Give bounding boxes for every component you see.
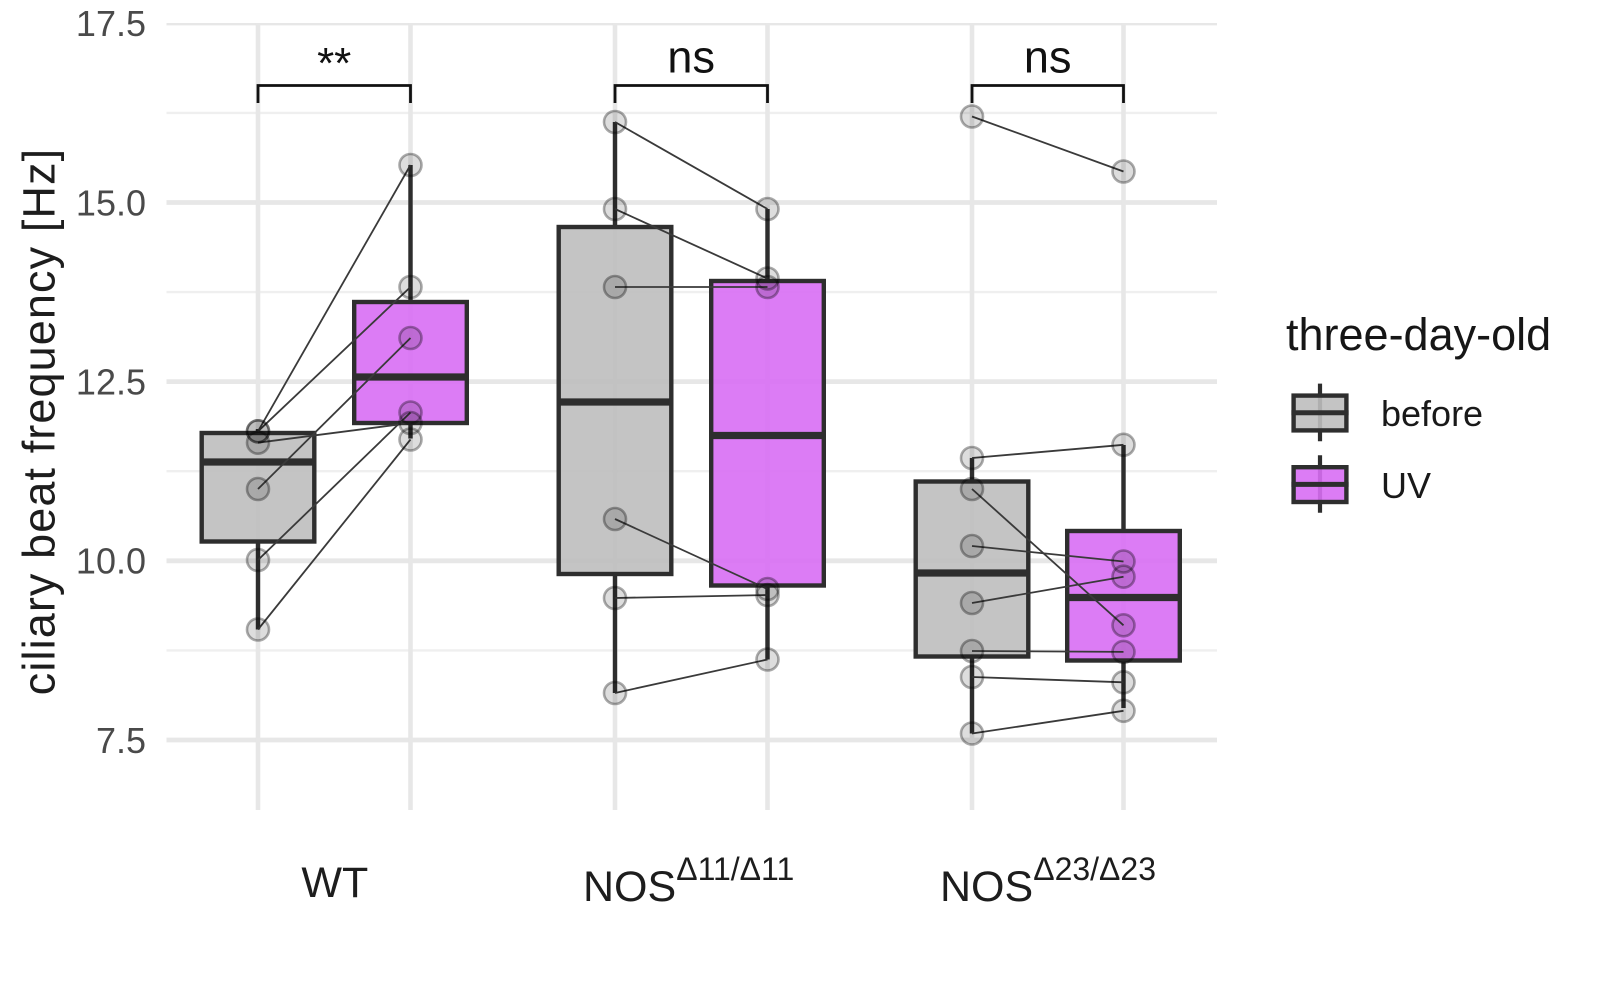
svg-text:10.0: 10.0 [76,541,146,582]
svg-text:UV: UV [1381,465,1431,506]
svg-text:three-day-old: three-day-old [1286,309,1551,360]
svg-text:17.5: 17.5 [76,3,146,44]
svg-text:7.5: 7.5 [96,720,146,761]
svg-text:**: ** [317,39,351,88]
svg-text:before: before [1381,393,1483,434]
svg-text:ns: ns [1024,32,1072,83]
svg-text:WT: WT [301,859,368,907]
svg-text:ns: ns [667,32,715,83]
svg-text:12.5: 12.5 [76,362,146,403]
svg-text:ciliary beat frequency [Hz]: ciliary beat frequency [Hz] [14,148,65,695]
svg-text:15.0: 15.0 [76,182,146,223]
